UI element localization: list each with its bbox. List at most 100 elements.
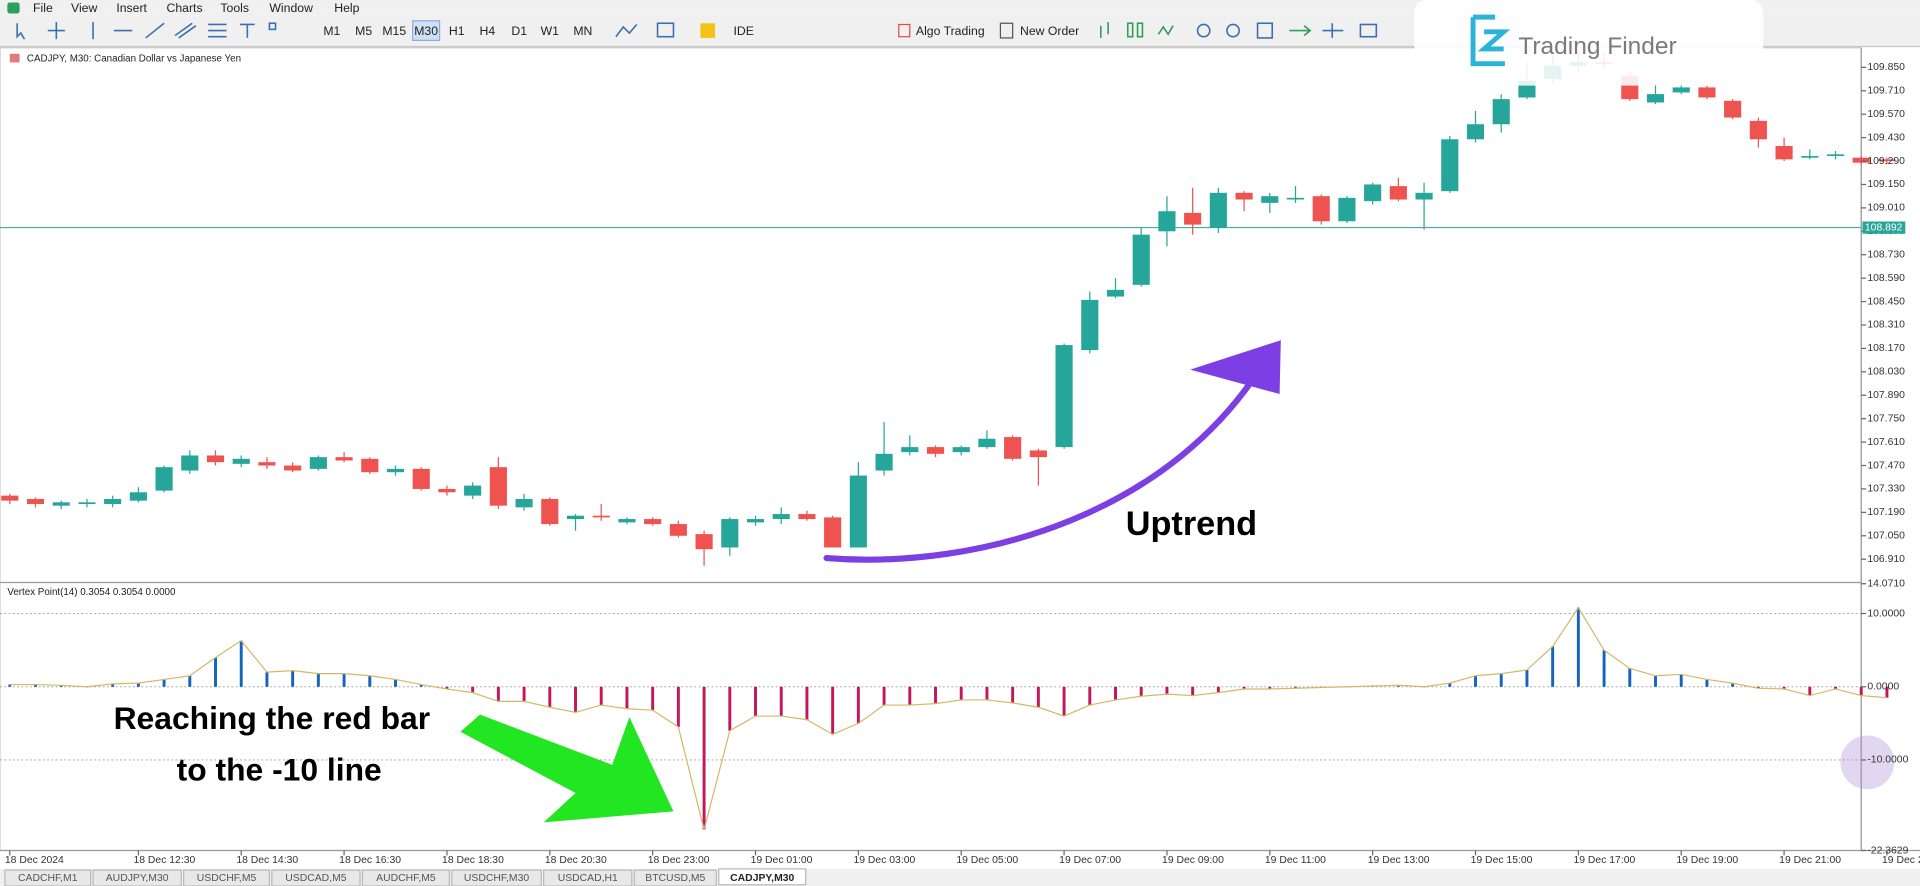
price-tag-label: 108.892 — [1865, 222, 1903, 233]
tab[interactable] — [633, 869, 717, 886]
line-chart-icon[interactable] — [1157, 25, 1174, 36]
tab-label[interactable]: CADJPY,M30 — [730, 873, 794, 884]
candle-chart-icon[interactable] — [1126, 22, 1134, 38]
candle-body — [1492, 99, 1510, 125]
tab[interactable] — [543, 869, 633, 886]
shapes-icon[interactable] — [268, 22, 277, 31]
timeframe-button[interactable]: M5 — [355, 24, 372, 38]
autoscroll-icon[interactable] — [1289, 25, 1312, 37]
channel-icon[interactable] — [174, 22, 197, 39]
tab-label[interactable]: USDCHF,M30 — [464, 873, 529, 884]
histogram-bar — [1242, 686, 1246, 689]
timeframe-button[interactable]: H4 — [480, 24, 496, 38]
histogram-bar — [1268, 686, 1272, 689]
timeframe-button[interactable]: H1 — [449, 24, 465, 38]
tab[interactable] — [271, 869, 361, 886]
candle-body — [1415, 192, 1433, 200]
indicators-icon[interactable] — [615, 23, 638, 38]
algo-icon[interactable] — [898, 23, 911, 38]
candle-body — [1646, 94, 1665, 103]
menu-item[interactable]: File — [33, 1, 53, 15]
zoom-out-icon[interactable] — [1226, 23, 1240, 38]
histogram-bar — [522, 686, 526, 702]
histogram-bar — [1499, 673, 1503, 687]
trendline-icon[interactable] — [145, 22, 165, 39]
histogram-bar — [1216, 686, 1220, 693]
tab-label[interactable]: AUDJPY,M30 — [106, 873, 169, 884]
templates-icon[interactable] — [656, 22, 675, 38]
chart-marks — [0, 52, 1896, 830]
menu-item[interactable]: Charts — [167, 1, 203, 15]
order-icon[interactable] — [999, 22, 1014, 39]
x-tick-label: 18 Dec 12:30 — [133, 855, 195, 866]
fibo-icon[interactable] — [208, 23, 227, 38]
toolbar-button[interactable]: Algo Trading — [916, 24, 985, 38]
logo-icon — [1470, 14, 1511, 67]
crosshair-icon[interactable] — [47, 22, 65, 40]
timeframe-button[interactable]: M1 — [323, 24, 340, 38]
menu-item[interactable]: Tools — [220, 1, 249, 15]
histogram-bar — [548, 686, 552, 708]
y-tick-label: 108.590 — [1867, 273, 1905, 284]
tab[interactable] — [451, 869, 542, 886]
menu-item[interactable]: Window — [269, 1, 313, 15]
histogram-bar — [419, 684, 423, 687]
timeframe-button[interactable]: D1 — [511, 24, 527, 38]
tab[interactable] — [92, 869, 182, 886]
shift-icon[interactable] — [1322, 23, 1344, 38]
timeframe-button[interactable]: MN — [573, 24, 592, 38]
histogram-bar — [394, 679, 397, 687]
toolbar-button[interactable]: IDE — [733, 24, 753, 38]
candle-body — [926, 447, 945, 454]
y-tick-label: 108.450 — [1867, 296, 1905, 307]
screenshot-icon[interactable] — [1359, 23, 1378, 38]
candle-body — [464, 485, 482, 496]
histogram-bar — [1011, 686, 1015, 703]
candle-body — [721, 519, 739, 548]
histogram-bar — [239, 640, 243, 687]
tile-icon[interactable] — [1256, 22, 1274, 39]
tab[interactable] — [361, 869, 450, 886]
candle-chart-icon[interactable] — [1136, 22, 1144, 38]
tab-label[interactable]: AUDCHF,M5 — [376, 873, 436, 884]
histogram-bar — [908, 686, 912, 706]
tab-label[interactable]: CADCHF,M1 — [18, 873, 78, 884]
candle-body — [515, 498, 533, 508]
cursor-icon[interactable] — [16, 23, 26, 40]
histogram-bar — [1191, 686, 1195, 696]
bar-chart-icon[interactable] — [1100, 22, 1109, 38]
tab[interactable] — [183, 869, 270, 886]
tab-label[interactable]: USDCHF,M5 — [197, 873, 257, 884]
candle-body — [1878, 159, 1896, 162]
tab[interactable] — [718, 868, 807, 886]
text-icon[interactable] — [240, 23, 255, 38]
tab-label[interactable]: USDCAD,M5 — [285, 873, 346, 884]
histogram-bar — [214, 657, 217, 687]
tab-label[interactable]: USDCAD,H1 — [558, 873, 618, 884]
histogram-bar — [702, 686, 706, 830]
x-tick-label: 19 Dec 03:00 — [853, 855, 915, 866]
histogram-bar — [1859, 686, 1863, 696]
tab-label[interactable]: BTCUSD,M5 — [645, 873, 705, 884]
y-tick-label: 108.170 — [1867, 343, 1905, 354]
app-icon — [7, 2, 20, 14]
zoom-in-icon[interactable] — [1196, 23, 1211, 38]
timeframe-button[interactable]: M30 — [414, 24, 438, 38]
tab[interactable] — [4, 869, 92, 886]
timeframe-button[interactable]: W1 — [541, 24, 560, 38]
menu-item[interactable]: Help — [334, 1, 359, 15]
histogram-bar — [1036, 686, 1040, 708]
histogram-bar — [651, 686, 655, 711]
menu-item[interactable]: View — [71, 1, 97, 15]
histogram-bar — [574, 686, 577, 713]
histogram-bar — [728, 686, 732, 731]
timeframe-button[interactable]: M15 — [382, 24, 406, 38]
x-tick-label: 19 Dec 19:00 — [1676, 855, 1738, 866]
x-tick-label: 19 Dec 07:00 — [1059, 855, 1121, 866]
price-tag — [1862, 221, 1906, 234]
y-tick-label: 109.710 — [1867, 86, 1905, 97]
toolbar-button[interactable]: New Order — [1020, 24, 1079, 38]
candle-body — [1775, 145, 1793, 160]
menu-item[interactable]: Insert — [116, 1, 147, 15]
histogram-bar — [368, 675, 372, 687]
